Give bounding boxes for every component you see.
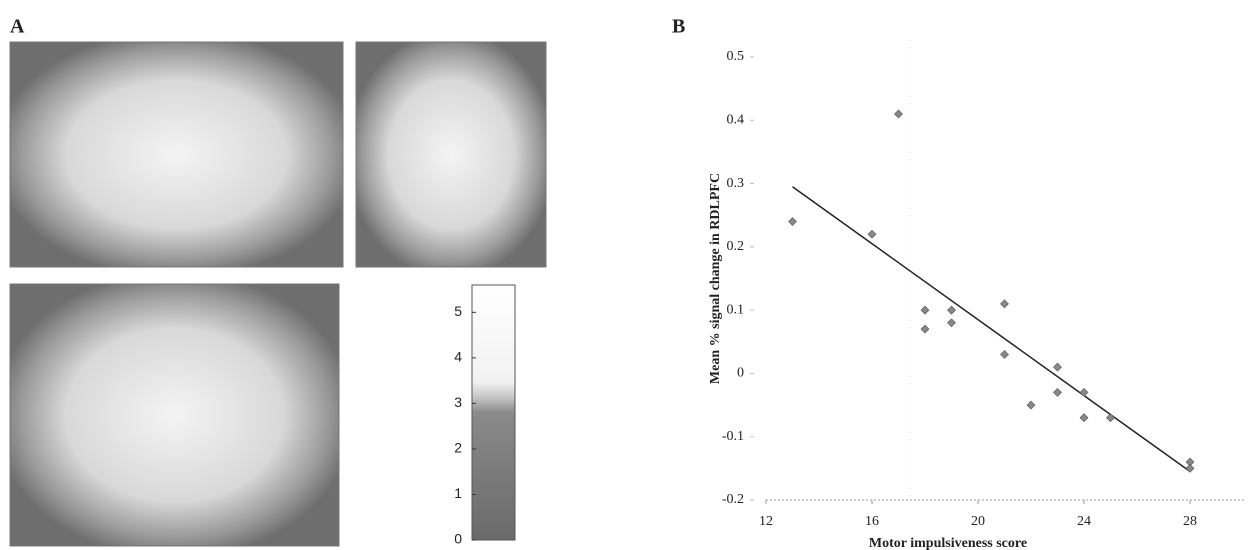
y-tick-label: -0.2 xyxy=(722,492,744,507)
y-axis-label: Mean % signal change in RDLPFC xyxy=(708,173,723,384)
coronal-image xyxy=(356,42,546,267)
x-tick-label: 12 xyxy=(759,514,773,529)
x-tick-label: 16 xyxy=(865,514,879,529)
data-point xyxy=(948,306,956,314)
y-tick-label: 0.1 xyxy=(727,302,745,317)
y-tick-label: 0.3 xyxy=(727,176,745,191)
data-point xyxy=(921,325,929,333)
data-point xyxy=(1080,388,1088,396)
scatter-plot: -0.2 -0.1 0 0.1 0.2 0.3 0.4 0.5 12 16 20 24 28 Motor … xyxy=(708,40,1245,550)
axial-image xyxy=(10,284,339,546)
data-point xyxy=(1054,363,1062,371)
data-point xyxy=(921,306,929,314)
y-tick-label: 0.4 xyxy=(727,113,745,128)
y-tick-label: 0.5 xyxy=(727,49,745,64)
x-tick-label: 20 xyxy=(971,514,985,529)
data-point xyxy=(868,230,876,238)
colorbar-bar xyxy=(472,285,515,540)
data-point xyxy=(1107,414,1115,422)
data-point xyxy=(895,110,903,118)
colorbar-tick-label: 2 xyxy=(454,440,462,456)
data-point xyxy=(789,218,797,226)
x-tick-label: 28 xyxy=(1183,514,1197,529)
colorbar-tick-label: 5 xyxy=(454,303,462,319)
sagittal-image xyxy=(10,42,343,267)
x-tick-label: 24 xyxy=(1077,514,1091,529)
figure: A B 012345 -0.2-0.100.10.20.30.40.512162… xyxy=(0,0,1249,550)
y-tick-label: 0.2 xyxy=(727,239,745,254)
data-point xyxy=(1001,350,1009,358)
colorbar-tick-label: 4 xyxy=(454,349,462,365)
data-point xyxy=(1186,464,1194,472)
colorbar-tick-label: 3 xyxy=(454,394,462,410)
colorbar: 0 1 2 3 4 5 xyxy=(454,285,515,547)
data-point xyxy=(1054,388,1062,396)
colorbar-tick-label: 1 xyxy=(454,485,462,501)
y-tick-label: -0.1 xyxy=(722,429,744,444)
data-point xyxy=(1080,414,1088,422)
y-tick-label: 0 xyxy=(737,366,744,381)
x-axis-label: Motor impulsiveness score xyxy=(869,536,1027,550)
colorbar-tick-label: 0 xyxy=(454,531,462,547)
panel-label: A xyxy=(10,16,25,38)
data-point xyxy=(948,319,956,327)
data-point xyxy=(1027,401,1035,409)
panel-label: B xyxy=(672,16,685,38)
fit-line xyxy=(793,187,1191,472)
data-point xyxy=(1001,300,1009,308)
